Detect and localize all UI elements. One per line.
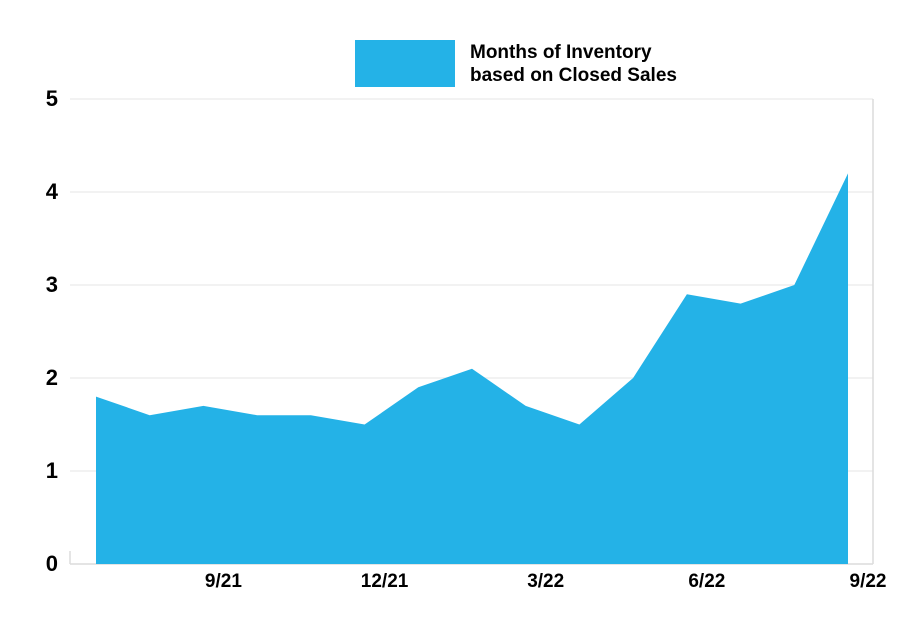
y-tick-label-4: 4 — [45, 179, 58, 204]
x-tick-label-6-22: 6/22 — [688, 571, 726, 592]
y-tick-label-0: 0 — [45, 551, 58, 576]
x-tick-label-3-22: 3/22 — [527, 571, 565, 592]
legend-label: Months of Inventory based on Closed Sale… — [470, 40, 677, 87]
legend-label-line1: Months of Inventory — [470, 42, 652, 63]
x-tick-label-9-21: 9/21 — [204, 571, 242, 592]
series-group — [96, 173, 848, 564]
y-tick-label-5: 5 — [45, 86, 58, 111]
chart-legend: Months of Inventory based on Closed Sale… — [355, 40, 677, 87]
legend-swatch — [355, 40, 455, 87]
y-tick-label-1: 1 — [45, 458, 58, 483]
legend-label-line2: based on Closed Sales — [470, 65, 677, 86]
x-tick-label-12-21: 12/21 — [360, 571, 409, 592]
x-tick-label-9-22: 9/22 — [849, 571, 887, 592]
inventory-area-series — [96, 173, 848, 564]
y-tick-label-3: 3 — [45, 272, 58, 297]
y-tick-label-2: 2 — [45, 365, 58, 390]
